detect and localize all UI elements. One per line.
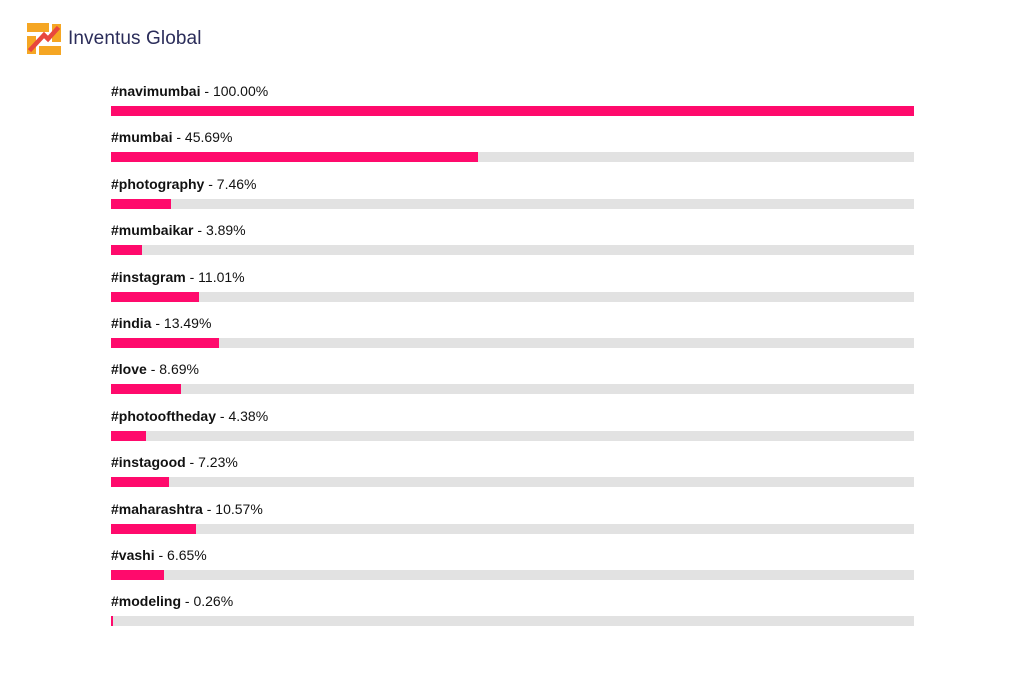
category-label: #instagood [111,454,186,471]
brand-header: Inventus Global [26,22,202,56]
bar-row: #photooftheday - 4.38% [111,407,914,453]
bar-track [111,384,914,395]
bar-row: #india - 13.49% [111,314,914,360]
label-separator: - [216,407,229,424]
value-label: 3.89% [205,222,246,239]
bar-row: #mumbaikar - 3.89% [111,221,914,267]
brand-name: Inventus Global [68,28,202,49]
label-separator: - [185,268,199,285]
bar-label: #mumbaikar - 3.89% [111,221,246,239]
value-label: 13.49% [163,314,212,331]
bar-fill [111,291,200,302]
value-label: 8.69% [159,361,199,378]
bar-label: #vashi - 6.65% [111,546,207,564]
bar-fill [111,477,170,488]
category-label: #mumbaikar [111,222,194,239]
inventus-logo-icon [27,23,61,55]
hashtag-bar-chart: #navimumbai - 100.00% #mumbai - 45.69% #ph… [111,82,914,639]
bar-row: #instagram - 11.01% [111,268,914,314]
category-label: #vashi [111,546,155,563]
value-label: 6.65% [167,546,207,563]
category-label: #navimumbai [111,83,201,99]
bar-row: #instagood - 7.23% [111,453,914,499]
bar-row: #modeling - 0.26% [111,592,914,638]
label-separator: - [200,83,213,99]
value-label: 100.00% [212,83,269,99]
label-separator: - [172,129,185,146]
bar-label: #photography - 7.46% [111,175,257,193]
bar-label: #mumbai - 45.69% [111,128,232,146]
bar-fill [111,106,914,116]
bar-fill [111,430,147,441]
label-separator: - [146,361,160,378]
category-label: #instagram [111,268,186,285]
bar-track [111,291,914,302]
value-label: 45.69% [184,129,233,146]
label-separator: - [193,222,206,239]
bar-track [111,477,914,488]
value-label: 11.01% [198,268,245,285]
bar-track [111,430,914,441]
label-separator: - [202,500,216,517]
category-label: #maharashtra [111,500,203,517]
bar-fill [111,616,114,627]
value-label: 10.57% [215,500,263,517]
bar-track [111,152,914,163]
bar-fill [111,152,478,163]
value-label: 7.46% [216,175,257,192]
bar-track [111,106,914,116]
bar-fill [111,523,196,534]
category-label: #love [111,361,147,378]
label-separator: - [204,175,217,192]
label-separator: - [185,454,199,471]
bar-fill [111,569,165,580]
bar-label: #instagood - 7.23% [111,453,238,471]
bar-fill [111,337,220,348]
bar-label: #love - 8.69% [111,360,199,378]
bar-fill [111,384,181,395]
value-label: 7.23% [198,454,238,471]
bar-track [111,523,914,534]
bar-label: #photooftheday - 4.38% [111,407,268,425]
label-separator: - [181,593,194,610]
bar-track [111,616,914,627]
bar-row: #love - 8.69% [111,360,914,406]
bar-row: #photography - 7.46% [111,175,914,221]
bar-label: #india - 13.49% [111,314,211,332]
bar-fill [111,198,171,209]
bar-fill [111,245,143,256]
category-label: #photooftheday [111,407,216,424]
bar-label: #navimumbai - 100.00% [111,82,268,100]
bar-row: #mumbai - 45.69% [111,128,914,174]
bar-row: #maharashtra - 10.57% [111,500,914,546]
bar-track [111,569,914,580]
category-label: #modeling [111,593,182,610]
value-label: 0.26% [193,593,234,610]
category-label: #mumbai [111,129,173,146]
value-label: 4.38% [228,407,269,424]
bar-label: #modeling - 0.26% [111,592,233,610]
bar-row: #navimumbai - 100.00% [111,82,914,128]
label-separator: - [154,546,168,563]
bar-label: #maharashtra - 10.57% [111,500,263,518]
bar-track [111,337,914,348]
bar-row: #vashi - 6.65% [111,546,914,592]
bar-label: #instagram - 11.01% [111,268,245,286]
category-label: #india [111,314,152,331]
bar-track [111,245,914,256]
category-label: #photography [111,175,205,192]
label-separator: - [151,314,164,331]
bar-track [111,198,914,209]
